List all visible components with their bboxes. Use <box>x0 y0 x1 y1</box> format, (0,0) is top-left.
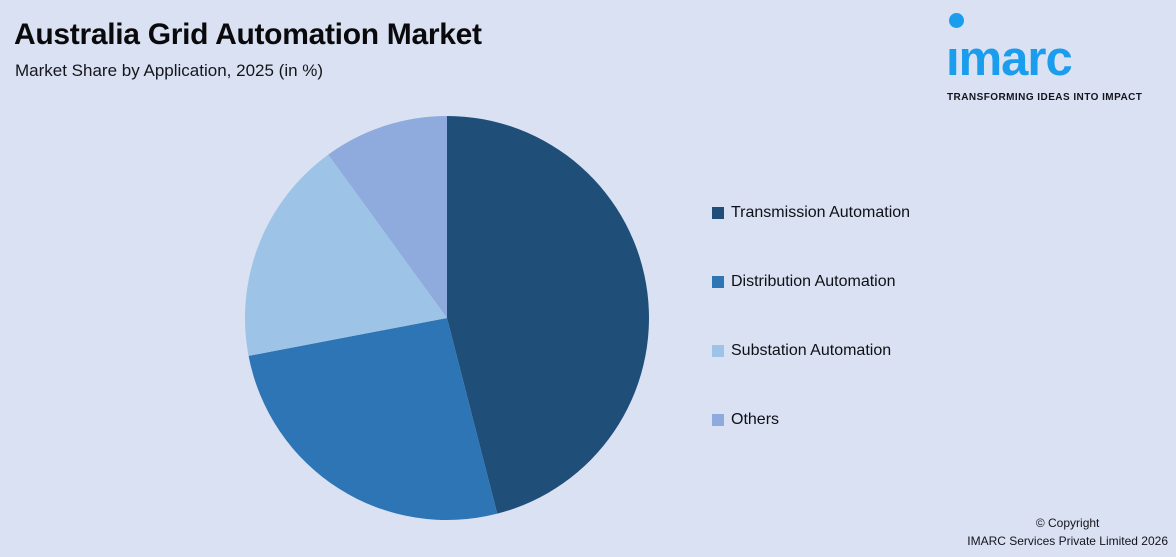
logo-wordmark: ımarc <box>946 32 1073 86</box>
legend-swatch-icon <box>712 345 724 357</box>
chart-legend: Transmission Automation Distribution Aut… <box>712 204 911 481</box>
pie-chart-container <box>237 108 657 528</box>
copyright-notice: © Copyright IMARC Services Private Limit… <box>967 514 1168 551</box>
legend-swatch-icon <box>712 414 724 426</box>
pie-slice-0 <box>447 116 649 514</box>
logo-dot-icon <box>949 13 964 28</box>
pie-chart <box>245 116 649 520</box>
legend-item-substation-automation: Substation Automation <box>712 342 910 359</box>
page-subtitle: Market Share by Application, 2025 (in %) <box>15 61 324 80</box>
pie-slice-1 <box>248 318 498 520</box>
legend-item-distribution-automation: Distribution Automation <box>712 273 910 290</box>
legend-item-others: Others <box>712 411 910 428</box>
legend-item-transmission-automation: Transmission Automation <box>712 204 911 221</box>
copyright-line1: © Copyright <box>1035 515 1100 530</box>
legend-swatch-icon <box>712 276 724 288</box>
pie-slice-2 <box>245 154 447 356</box>
legend-label: Others <box>731 411 780 428</box>
page-title: Australia Grid Automation Market <box>14 18 482 51</box>
legend-label: Transmission Automation <box>731 204 911 221</box>
legend-label: Distribution Automation <box>731 273 896 290</box>
copyright-line2: IMARC Services Private Limited 2026 <box>967 534 1168 549</box>
pie-slice-3 <box>328 116 447 318</box>
logo-tagline: TRANSFORMING IDEAS INTO IMPACT <box>947 92 1143 103</box>
legend-label: Substation Automation <box>731 342 892 359</box>
legend-swatch-icon <box>712 207 724 219</box>
